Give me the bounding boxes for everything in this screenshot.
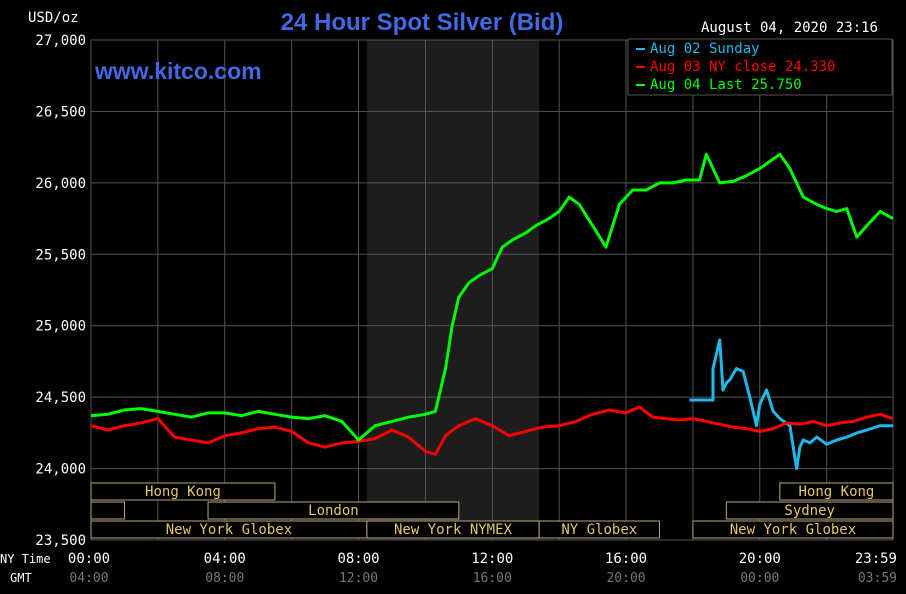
trading-sessions: Hong Kong London New York Globex New York N… [90, 482, 894, 539]
x-tick-label-ny: 12:00 [471, 551, 513, 567]
plot-frame [90, 39, 894, 541]
date-label: August 04, 2020 23:16 [701, 20, 878, 36]
watermark: www.kitco.com [94, 58, 262, 84]
session-label: Hong Kong [799, 484, 875, 500]
y-tick-label: 25,500 [35, 247, 86, 263]
y-tick-label: 23,500 [35, 533, 86, 549]
legend-label: Aug 02 Sunday [650, 41, 760, 57]
session-box [90, 482, 276, 501]
session-label: NY Globex [561, 522, 637, 538]
gmt-label: GMT [10, 571, 32, 585]
ny-time-label: NY Time [0, 552, 51, 566]
session-box [90, 501, 125, 520]
legend: Aug 02 Sunday Aug 03 NY close 24.330 Aug 0… [636, 41, 835, 93]
y-tick-label: 24,000 [35, 462, 86, 478]
x-axis-ticks: 00:00 04:00 04:00 08:00 08:00 12:00 12:00 16:00… [68, 551, 897, 586]
x-tick-label-ny: 04:00 [204, 551, 246, 567]
grid-lines [90, 39, 894, 541]
shaded-nymex-band [366, 40, 540, 540]
x-tick-label-gmt: 03:59 [858, 571, 897, 586]
x-tick-label-ny: 20:00 [739, 551, 781, 567]
session-box [207, 501, 460, 520]
session-label: New York Globex [730, 522, 856, 538]
y-tick-label: 26,000 [35, 176, 86, 192]
y-tick-label: 26,500 [35, 104, 86, 120]
series-line-1 [689, 338, 893, 471]
legend-box [627, 38, 893, 96]
session-label: London [308, 503, 359, 519]
x-tick-label-gmt: 12:00 [339, 571, 378, 586]
session-box [692, 520, 894, 539]
x-tick-label-gmt: 04:00 [69, 571, 108, 586]
price-series [90, 152, 894, 471]
y-tick-label: 24,500 [35, 390, 86, 406]
x-tick-label-gmt: 08:00 [205, 571, 244, 586]
x-tick-label-gmt: 00:00 [740, 571, 779, 586]
legend-label: Aug 03 NY close 24.330 [650, 59, 835, 75]
session-label: Sydney [784, 503, 835, 519]
x-tick-label-ny: 16:00 [605, 551, 647, 567]
session-box [779, 482, 894, 501]
y-axis-ticks: 27,000 26,500 26,000 25,500 25,000 24,500 24,0… [35, 33, 86, 549]
legend-label: Aug 04 Last 25.750 [650, 77, 802, 93]
session-box [538, 520, 660, 539]
chart-title: 24 Hour Spot Silver (Bid) [281, 9, 564, 36]
y-tick-label: 27,000 [35, 33, 86, 49]
session-label: New York Globex [166, 522, 292, 538]
session-box [725, 501, 894, 520]
x-tick-label-gmt: 20:00 [606, 571, 645, 586]
y-axis-unit-label: USD/oz [28, 10, 79, 26]
session-label: New York NYMEX [394, 522, 513, 538]
x-tick-label-ny: 00:00 [68, 551, 110, 567]
x-tick-label-ny: 23:59 [855, 551, 897, 567]
y-tick-label: 25,000 [35, 319, 86, 335]
x-tick-label-ny: 08:00 [337, 551, 379, 567]
series-line-2 [90, 405, 894, 456]
x-tick-label-gmt: 16:00 [473, 571, 512, 586]
session-label: Hong Kong [145, 484, 221, 500]
series-line-3 [90, 152, 894, 442]
